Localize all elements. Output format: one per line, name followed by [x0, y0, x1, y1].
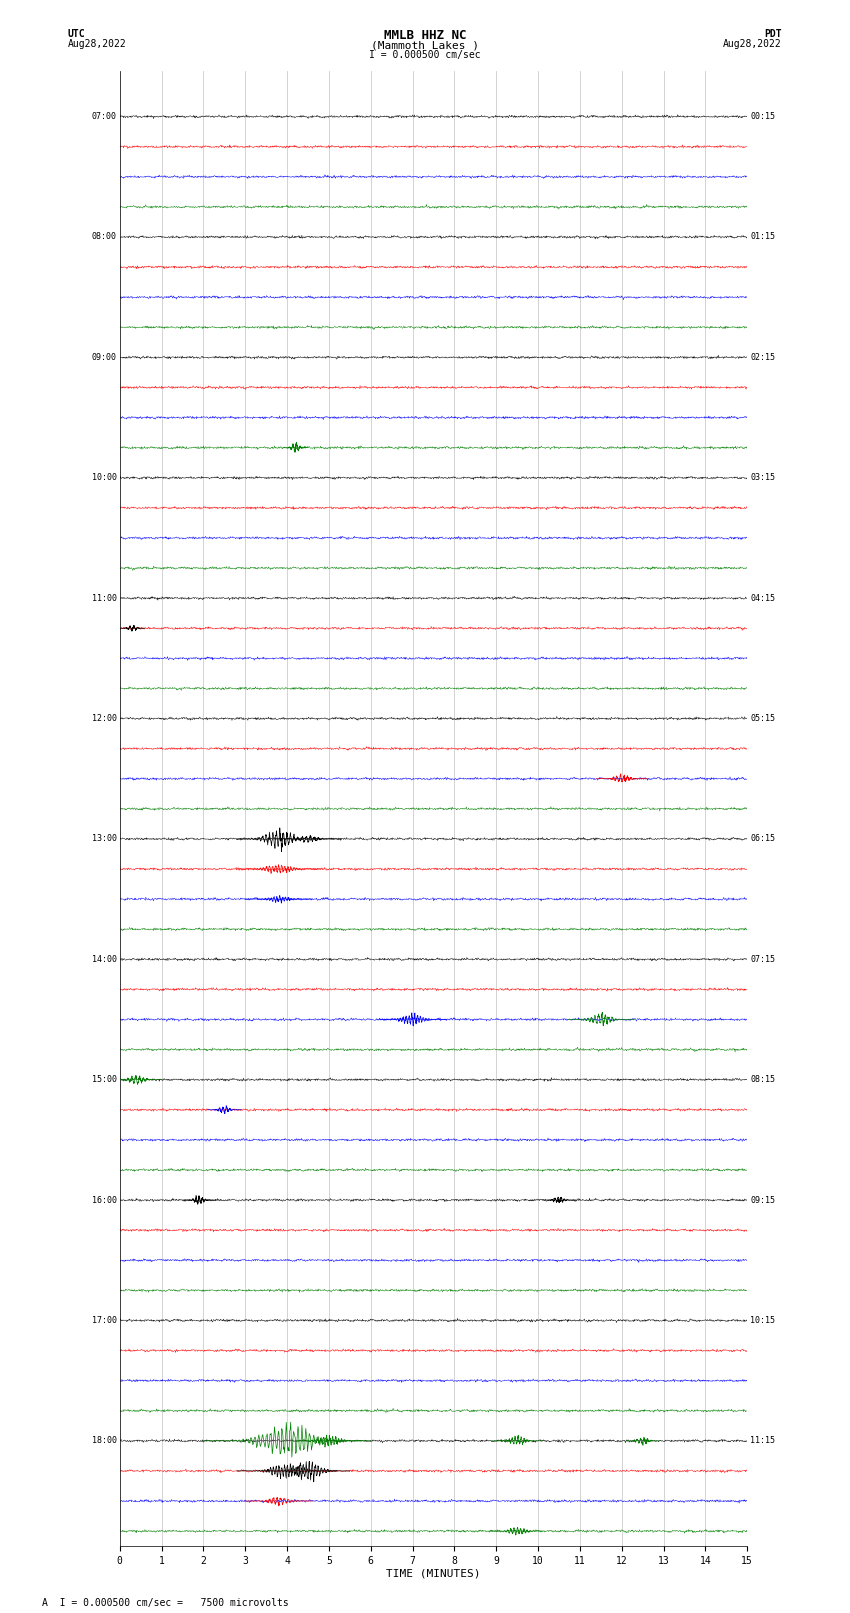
X-axis label: TIME (MINUTES): TIME (MINUTES)	[386, 1569, 481, 1579]
Text: UTC: UTC	[68, 29, 86, 39]
Text: 10:15: 10:15	[751, 1316, 775, 1324]
Text: 00:15: 00:15	[751, 111, 775, 121]
Text: 16:00: 16:00	[92, 1195, 116, 1205]
Text: 09:15: 09:15	[751, 1195, 775, 1205]
Text: 11:00: 11:00	[92, 594, 116, 603]
Text: 08:00: 08:00	[92, 232, 116, 242]
Text: 14:00: 14:00	[92, 955, 116, 965]
Text: 09:00: 09:00	[92, 353, 116, 361]
Text: MMLB HHZ NC: MMLB HHZ NC	[383, 29, 467, 42]
Text: I = 0.000500 cm/sec: I = 0.000500 cm/sec	[369, 50, 481, 60]
Text: A  I = 0.000500 cm/sec =   7500 microvolts: A I = 0.000500 cm/sec = 7500 microvolts	[42, 1598, 289, 1608]
Text: 03:15: 03:15	[751, 473, 775, 482]
Text: 02:15: 02:15	[751, 353, 775, 361]
Text: Aug28,2022: Aug28,2022	[68, 39, 127, 48]
Text: 13:00: 13:00	[92, 834, 116, 844]
Text: 01:15: 01:15	[751, 232, 775, 242]
Text: (Mammoth Lakes ): (Mammoth Lakes )	[371, 40, 479, 50]
Text: 11:15: 11:15	[751, 1436, 775, 1445]
Text: PDT: PDT	[764, 29, 782, 39]
Text: 06:15: 06:15	[751, 834, 775, 844]
Text: 18:00: 18:00	[92, 1436, 116, 1445]
Text: 07:00: 07:00	[92, 111, 116, 121]
Text: Aug28,2022: Aug28,2022	[723, 39, 782, 48]
Text: 12:00: 12:00	[92, 715, 116, 723]
Text: 08:15: 08:15	[751, 1076, 775, 1084]
Text: 07:15: 07:15	[751, 955, 775, 965]
Text: 10:00: 10:00	[92, 473, 116, 482]
Text: 04:15: 04:15	[751, 594, 775, 603]
Text: 15:00: 15:00	[92, 1076, 116, 1084]
Text: 05:15: 05:15	[751, 715, 775, 723]
Text: 17:00: 17:00	[92, 1316, 116, 1324]
